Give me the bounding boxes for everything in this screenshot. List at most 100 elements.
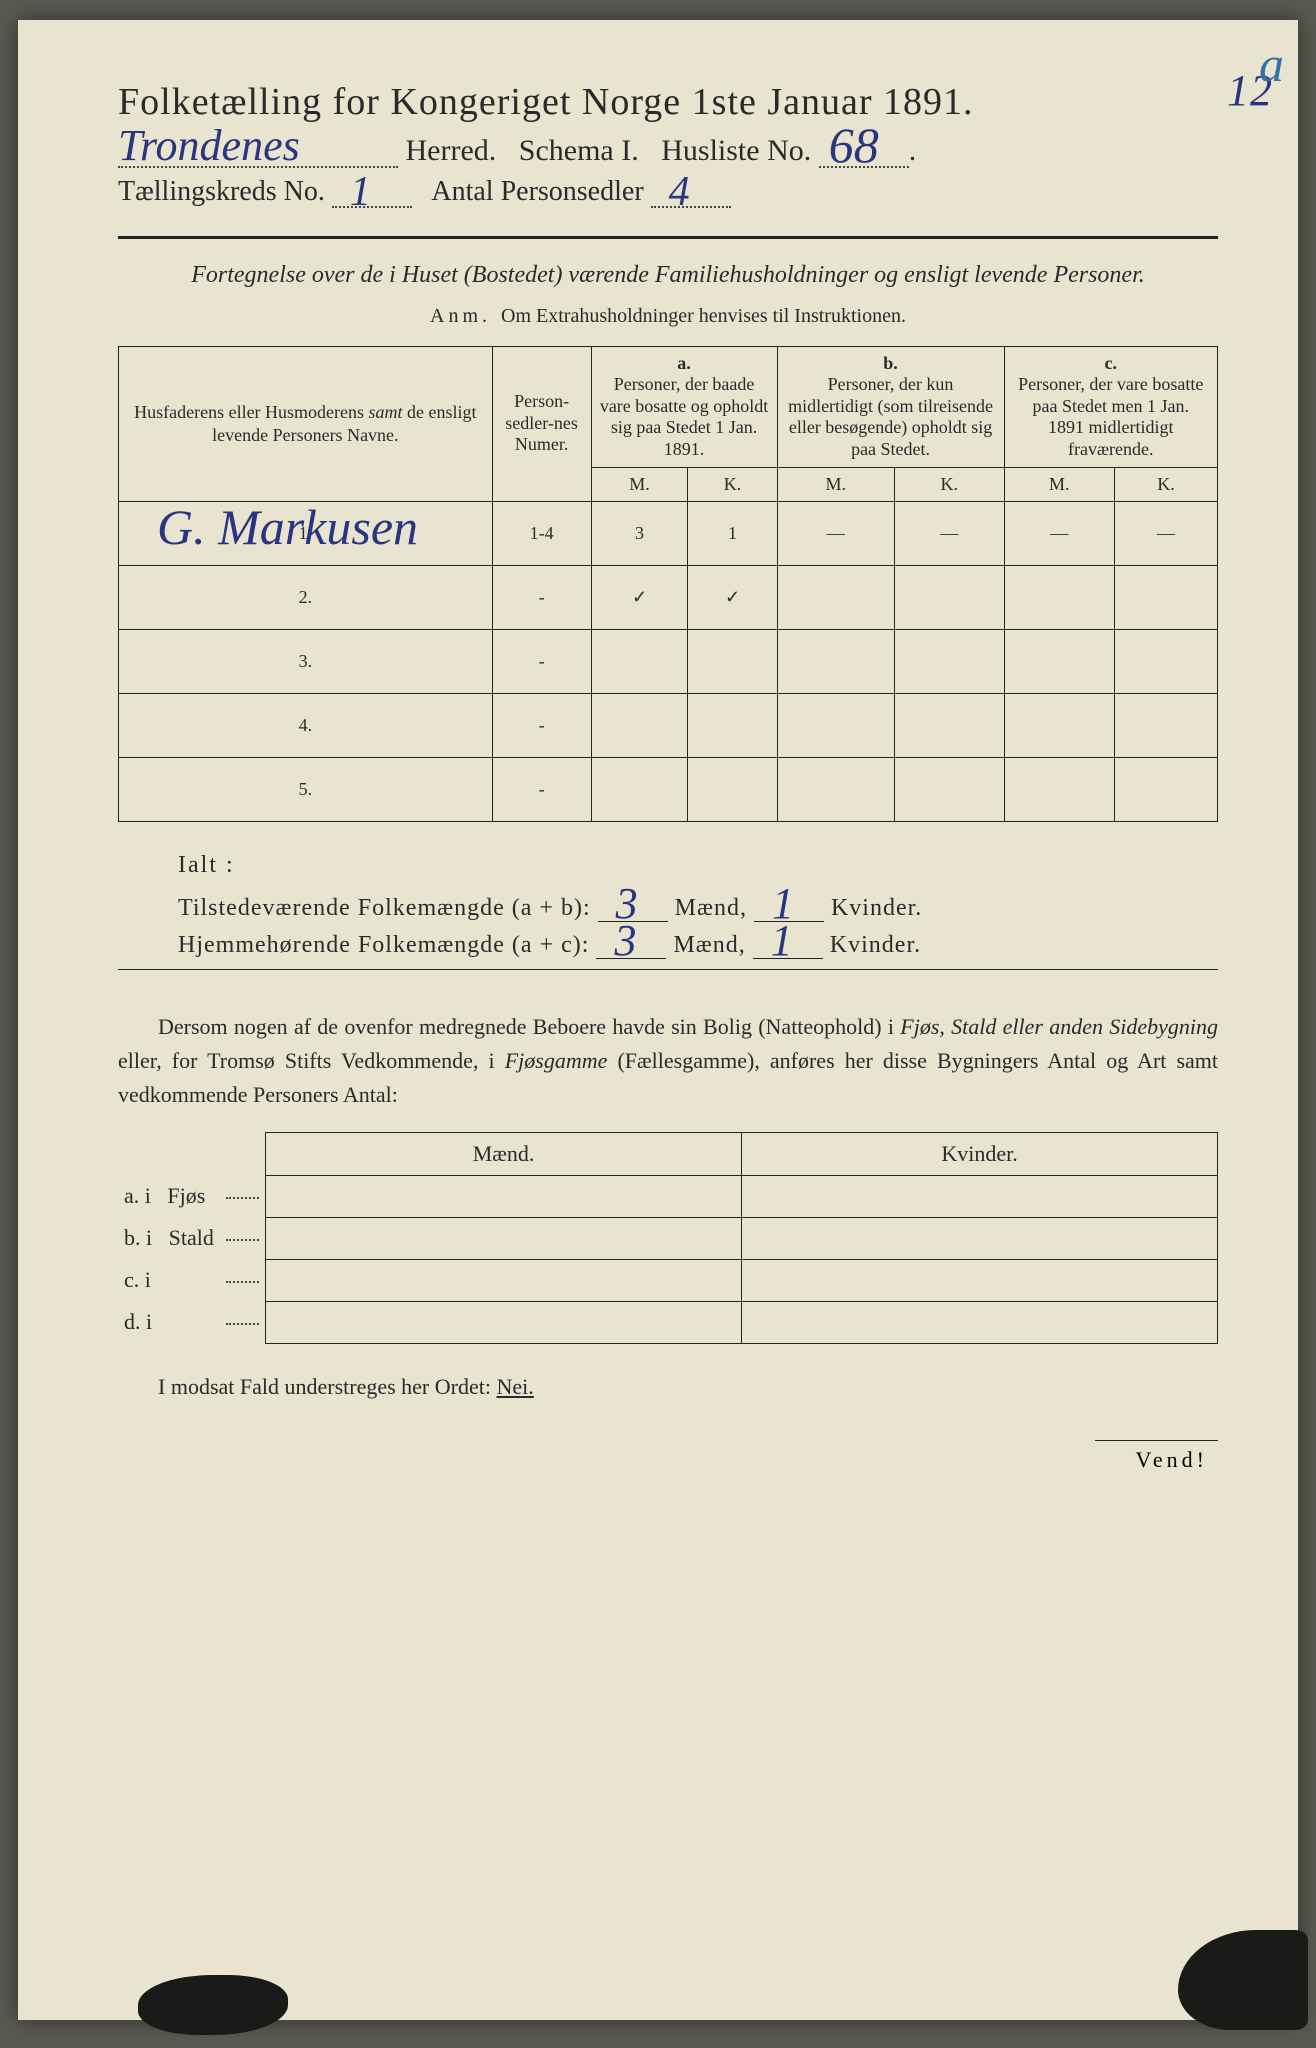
col-c-k: K. bbox=[1114, 467, 1217, 501]
tilstede-line: Tilstedeværende Folkemængde (a + b): 3 M… bbox=[178, 895, 1218, 922]
row-number: 2. bbox=[293, 587, 317, 608]
modsat-nei: Nei. bbox=[496, 1374, 533, 1399]
col-b: b. Personer, der kun midlertidigt (som t… bbox=[777, 346, 1004, 467]
vend-label: Vend! bbox=[1095, 1440, 1218, 1473]
c-k-cell: — bbox=[1114, 501, 1217, 565]
maend-label: Mænd, bbox=[675, 895, 747, 921]
numer-cell: - bbox=[492, 693, 591, 757]
b-m-cell bbox=[777, 565, 894, 629]
numer-cell: - bbox=[492, 629, 591, 693]
col-numer: Person-sedler-nes Numer. bbox=[492, 346, 591, 501]
hjemme-label: Hjemmehørende Folkemængde (a + c): bbox=[178, 932, 589, 958]
abcd-label: c. i bbox=[118, 1259, 220, 1301]
anm-text: Om Extrahusholdninger henvises til Instr… bbox=[501, 305, 906, 327]
abcd-label: d. i bbox=[118, 1301, 220, 1343]
dersom-t1: Dersom nogen af de ovenfor medregnede Be… bbox=[158, 1014, 900, 1039]
col-name: Husfaderens eller Husmoderens samt de en… bbox=[119, 346, 493, 501]
a-m-cell bbox=[591, 693, 688, 757]
household-table: Husfaderens eller Husmoderens samt de en… bbox=[118, 346, 1218, 822]
table-row: 4.- bbox=[119, 693, 1218, 757]
col-c: c. Personer, der vare bosatte paa Stedet… bbox=[1004, 346, 1217, 467]
abcd-dots bbox=[220, 1175, 266, 1217]
anm-label: Anm. bbox=[430, 305, 491, 327]
name-cell: 4. bbox=[119, 693, 493, 757]
b-k-cell bbox=[894, 693, 1004, 757]
dersom-t2: eller, for Tromsø Stifts Vedkommende, i bbox=[118, 1048, 505, 1073]
abcd-m-cell bbox=[266, 1301, 742, 1343]
b-m-cell: — bbox=[777, 501, 894, 565]
col-c-m: M. bbox=[1004, 467, 1114, 501]
totals-section: Ialt : Tilstedeværende Folkemængde (a + … bbox=[178, 852, 1218, 959]
col-b-m: M. bbox=[777, 467, 894, 501]
anm-note: Anm. Om Extrahusholdninger henvises til … bbox=[118, 305, 1218, 328]
page-title: Folketælling for Kongeriget Norge 1ste J… bbox=[118, 80, 1218, 124]
a-m-cell: 3 bbox=[591, 501, 688, 565]
c-k-cell bbox=[1114, 565, 1217, 629]
abcd-m-cell bbox=[266, 1259, 742, 1301]
c-m-cell bbox=[1004, 757, 1114, 821]
c-k-cell bbox=[1114, 693, 1217, 757]
hjemme-m-field: 3 bbox=[596, 958, 666, 959]
c-m-cell bbox=[1004, 565, 1114, 629]
abcd-m-cell bbox=[266, 1217, 742, 1259]
b-k-cell bbox=[894, 757, 1004, 821]
margin-annotation: 12 a bbox=[1227, 65, 1273, 116]
dersom-paragraph: Dersom nogen af de ovenfor medregnede Be… bbox=[118, 1010, 1218, 1112]
a-m-cell: ✓ bbox=[591, 565, 688, 629]
kreds-value: 1 bbox=[350, 168, 371, 216]
b-k-cell bbox=[894, 565, 1004, 629]
dersom-em1: Fjøs, Stald eller anden Sidebygning bbox=[900, 1014, 1218, 1039]
householder-name: G. Markusen bbox=[157, 498, 418, 556]
name-cell: 1.G. Markusen bbox=[119, 501, 493, 565]
abcd-dots bbox=[220, 1259, 266, 1301]
col-c-text: Personer, der vare bosatte paa Stedet me… bbox=[1018, 374, 1203, 459]
dersom-em2: Fjøsgamme bbox=[505, 1048, 608, 1073]
table-row: 2.-✓✓ bbox=[119, 565, 1218, 629]
c-m-cell bbox=[1004, 693, 1114, 757]
tilstede-label: Tilstedeværende Folkemængde (a + b): bbox=[178, 895, 591, 921]
husliste-value: 68 bbox=[829, 116, 879, 174]
c-k-cell bbox=[1114, 629, 1217, 693]
husliste-label: Husliste No. bbox=[661, 134, 811, 167]
hjemme-k-field: 1 bbox=[753, 958, 823, 959]
hjemme-line: Hjemmehørende Folkemængde (a + c): 3 Mæn… bbox=[178, 932, 1218, 959]
abcd-label: a. i Fjøs bbox=[118, 1175, 220, 1217]
abcd-k-cell bbox=[742, 1301, 1218, 1343]
col-a-m: M. bbox=[591, 467, 688, 501]
row-number: 5. bbox=[293, 779, 317, 800]
a-k-cell bbox=[688, 693, 777, 757]
c-k-cell bbox=[1114, 757, 1217, 821]
table-row: 3.- bbox=[119, 629, 1218, 693]
annotation-letter: a bbox=[1259, 35, 1285, 93]
kreds-line: Tællingskreds No. 1 Antal Personsedler 4 bbox=[118, 176, 1218, 208]
herred-line: Trondenes Herred. Schema I. Husliste No.… bbox=[118, 134, 1218, 168]
abcd-k-cell bbox=[742, 1175, 1218, 1217]
b-m-cell bbox=[777, 757, 894, 821]
paper-damage-icon bbox=[1178, 1930, 1308, 2030]
numer-cell: 1-4 bbox=[492, 501, 591, 565]
col-b-k: K. bbox=[894, 467, 1004, 501]
building-table: Mænd. Kvinder. a. i Fjøsb. i Staldc. i d… bbox=[118, 1132, 1218, 1344]
divider bbox=[118, 236, 1218, 239]
kvinder-label: Kvinder. bbox=[831, 895, 922, 921]
modsat-text: I modsat Fald understreges her Ordet: bbox=[158, 1374, 496, 1399]
a-m-cell bbox=[591, 629, 688, 693]
c-m-cell bbox=[1004, 629, 1114, 693]
table-body: 1.G. Markusen1-431————2.-✓✓3.-4.-5.- bbox=[119, 501, 1218, 821]
table-row: 1.G. Markusen1-431———— bbox=[119, 501, 1218, 565]
a-k-cell bbox=[688, 629, 777, 693]
a-k-cell: ✓ bbox=[688, 565, 777, 629]
b-k-cell bbox=[894, 629, 1004, 693]
a-k-cell: 1 bbox=[688, 501, 777, 565]
antal-field: 4 bbox=[651, 206, 731, 208]
abcd-k-cell bbox=[742, 1217, 1218, 1259]
name-cell: 5. bbox=[119, 757, 493, 821]
abcd-maend-header: Mænd. bbox=[266, 1132, 742, 1175]
herred-value: Trondenes bbox=[118, 120, 300, 171]
hjemme-k: 1 bbox=[771, 915, 794, 966]
herred-label: Herred. bbox=[406, 134, 497, 167]
name-cell: 3. bbox=[119, 629, 493, 693]
modsat-line: I modsat Fald understreges her Ordet: Ne… bbox=[158, 1374, 1218, 1400]
a-m-cell bbox=[591, 757, 688, 821]
divider-2 bbox=[118, 969, 1218, 970]
